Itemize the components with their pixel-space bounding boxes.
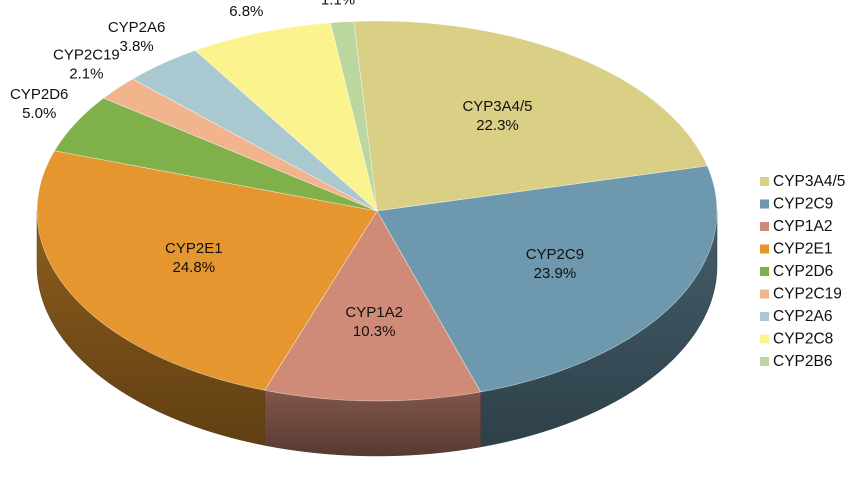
legend-swatch <box>760 334 769 344</box>
legend-label: CYP2E1 <box>773 241 832 258</box>
legend-label: CYP2C8 <box>773 331 833 348</box>
pie-top-faces <box>36 20 718 402</box>
legend-label: CYP2B6 <box>773 353 832 370</box>
legend-swatch <box>760 222 769 231</box>
slice-label-percent: 1.1% <box>321 0 355 8</box>
slice-cyp2e1 <box>36 150 378 391</box>
legend-label: CYP2A6 <box>773 308 832 325</box>
slice-label-name: CYP2C19 <box>53 47 120 64</box>
slice-label-name: CYP2A6 <box>108 19 166 36</box>
slice-cyp2d6 <box>54 97 378 212</box>
slice-labels: CYP3A4/5 22.3% CYP2C9 23.9% CYP1A2 10.3% CYP2E… <box>10 0 584 340</box>
slice-label-percent: 3.8% <box>119 38 153 55</box>
slice-label-percent: 24.8% <box>173 259 216 276</box>
slice-cyp2b6 <box>330 21 378 212</box>
slice-label-name: CYP2E1 <box>165 240 223 257</box>
slice-cyp3a4-5 <box>353 20 708 212</box>
slice-label-percent: 23.9% <box>534 265 577 282</box>
legend-label: CYP1A2 <box>773 218 832 235</box>
slice-cyp2c8 <box>194 22 378 212</box>
slice-label-name: CYP3A4/5 <box>462 98 532 115</box>
slice-label-name: CYP2C8 <box>217 0 275 1</box>
legend-swatch <box>760 177 769 186</box>
legend-swatch <box>760 357 769 366</box>
legend-label: CYP2D6 <box>773 263 833 280</box>
slice-cyp1a2 <box>264 210 482 402</box>
legend-label: CYP3A4/5 <box>773 173 845 190</box>
legend-swatch <box>760 199 769 209</box>
slice-label-percent: 2.1% <box>69 66 103 83</box>
legend-swatch <box>760 267 769 276</box>
slice-label-name: CYP2C9 <box>526 246 584 263</box>
slice-label-percent: 22.3% <box>476 117 519 134</box>
legend-label: CYP2C19 <box>773 286 842 303</box>
legend: CYP3A4/5 CYP2C9 CYP1A2 CYP2E1 CYP2D6 CYP2C19 C… <box>760 173 845 370</box>
legend-label: CYP2C9 <box>773 196 833 213</box>
legend-swatch <box>760 312 769 321</box>
legend-swatch <box>760 244 769 254</box>
slice-label-name: CYP2D6 <box>10 86 68 103</box>
slice-cyp2c9 <box>376 165 718 393</box>
slice-label-percent: 6.8% <box>229 3 263 20</box>
legend-swatch <box>760 289 769 299</box>
slice-label-name: CYP1A2 <box>345 304 403 321</box>
slice-label-percent: 5.0% <box>22 105 56 122</box>
slice-cyp2c19 <box>102 78 378 212</box>
slice-label-percent: 10.3% <box>353 323 396 340</box>
slice-cyp2a6 <box>131 50 378 212</box>
